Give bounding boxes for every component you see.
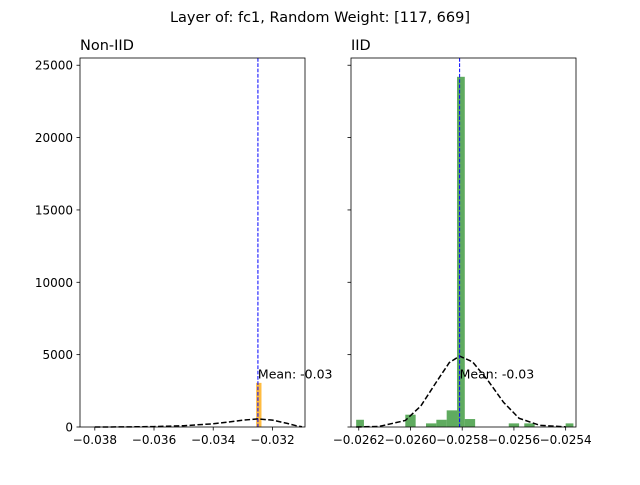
axes-frame-iid xyxy=(350,57,577,428)
mean-label-non-iid: Mean: -0.03 xyxy=(258,367,333,382)
histogram-bar-iid-3 xyxy=(436,419,447,427)
histogram-bar-iid-8 xyxy=(524,423,535,427)
y-tick-label-non-iid-4: 20000 xyxy=(35,131,73,145)
histogram-bar-iid-4 xyxy=(446,410,458,427)
x-tick-label-iid-0: −0.0262 xyxy=(333,433,385,447)
histogram-bar-iid-7 xyxy=(508,423,520,427)
panel-title-non-iid: Non-IID xyxy=(80,38,134,54)
histogram-bar-iid-1 xyxy=(405,414,416,427)
y-tick-label-non-iid-3: 15000 xyxy=(35,203,73,217)
x-tick-label-non-iid-0: −0.038 xyxy=(73,433,117,447)
x-tick-label-non-iid-1: −0.036 xyxy=(132,433,176,447)
histogram-bar-iid-6 xyxy=(464,419,476,427)
density-curve-non-iid xyxy=(94,418,303,428)
panel-non-iid: Mean: -0.03 Non-IID −0.038 −0.036 −0.034 −0.0… xyxy=(35,38,333,447)
x-tick-label-iid-3: −0.0256 xyxy=(488,433,540,447)
y-tick-label-non-iid-0: 0 xyxy=(65,421,73,435)
histogram-bar-iid-0 xyxy=(356,419,364,427)
x-tick-label-iid-4: −0.0254 xyxy=(540,433,592,447)
y-tick-label-non-iid-1: 5000 xyxy=(42,348,73,362)
panel-title-iid: IID xyxy=(351,38,371,54)
x-tick-label-iid-1: −0.0260 xyxy=(384,433,436,447)
y-tick-label-non-iid-2: 10000 xyxy=(35,276,73,290)
mean-label-iid: Mean: -0.03 xyxy=(460,367,535,382)
histogram-bar-iid-5 xyxy=(457,76,465,427)
x-tick-label-non-iid-3: −0.032 xyxy=(250,433,294,447)
x-tick-label-non-iid-2: −0.034 xyxy=(191,433,235,447)
figure-title: Layer of: fc1, Random Weight: [117, 669] xyxy=(170,10,470,26)
x-tick-label-iid-2: −0.0258 xyxy=(436,433,488,447)
y-tick-label-non-iid-5: 25000 xyxy=(35,59,73,73)
histogram-bar-iid-9 xyxy=(565,423,574,427)
axes-frame-non-iid xyxy=(79,57,306,428)
histogram-bar-iid-2 xyxy=(426,423,437,427)
histogram-bar-non-iid-0 xyxy=(256,382,262,427)
